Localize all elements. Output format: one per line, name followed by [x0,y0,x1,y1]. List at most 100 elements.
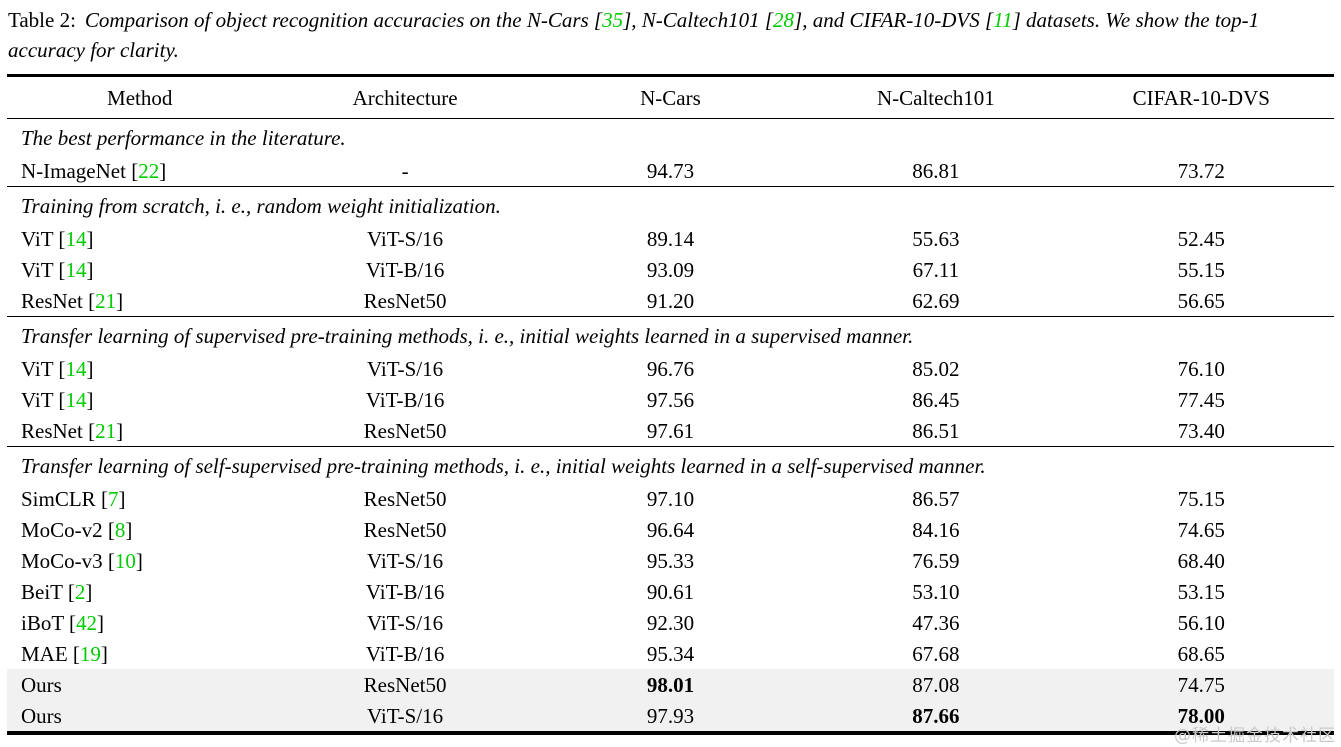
method-name: Ours [21,672,62,697]
architecture-cell: ResNet50 [272,669,538,700]
architecture-cell: ResNet50 [363,288,447,313]
method-cell: MoCo-v3 [10] [7,545,272,576]
method-cell: iBoT [42] [7,607,272,638]
table-row: N-ImageNet [22] - 94.73 86.81 73.72 [7,155,1334,187]
value-n-caltech101: 87.08 [803,669,1069,700]
method-cell: ResNet [21] [7,285,272,317]
value-n-caltech101: 55.63 [912,226,960,251]
citation-close-bracket: ] [86,387,94,412]
citation-close-bracket: ] [85,579,93,604]
value-cifar-10-dvs: 68.65 [1177,641,1225,666]
architecture-cell: ViT-S/16 [367,226,444,251]
table-row: MoCo-v2 [8] ResNet50 96.64 84.16 74.65 [7,514,1334,545]
method-cell: ViT [14] [7,223,272,254]
method-citation[interactable]: 7 [107,486,119,511]
method-citation[interactable]: 14 [65,387,87,412]
method-citation[interactable]: 14 [65,226,87,251]
caption-text-segment: ] datasets. We show the top-1 accuracy f… [8,8,1260,62]
architecture-cell: ViT-B/16 [365,257,445,282]
section-title: Training from scratch, i. e., random wei… [7,186,1334,223]
table-body: The best performance in the literature. N… [7,118,1334,733]
method-name: ViT [ [21,226,66,251]
section-title: The best performance in the literature. [7,118,1334,155]
citation-close-bracket: ] [86,226,94,251]
value-cifar-10-dvs: 52.45 [1177,226,1225,251]
method-citation[interactable]: 22 [138,158,160,183]
method-name: N-ImageNet [ [21,158,139,183]
value-cifar-10-dvs: 55.15 [1177,257,1225,282]
citation-close-bracket: ] [135,548,143,573]
column-header-architecture: Architecture [272,75,538,119]
value-cifar-10-dvs: 53.15 [1177,579,1225,604]
method-name: SimCLR [ [21,486,108,511]
table-row: SimCLR [7] ResNet50 97.10 86.57 75.15 [7,483,1334,514]
caption-citation[interactable]: 11 [993,8,1013,32]
value-n-cars: 95.34 [646,641,695,666]
architecture-cell: ResNet50 [363,418,447,443]
results-table: Method Architecture N-Cars N-Caltech101 CIFA… [7,74,1334,735]
caption-text-segment: Comparison of object recognition accurac… [84,8,603,32]
value-n-caltech101: 47.36 [912,610,960,635]
value-n-cars: 95.33 [646,548,695,573]
value-cifar-10-dvs: 78.00 [1068,700,1334,733]
architecture-cell: ViT-S/16 [367,610,444,635]
method-cell: ResNet [21] [7,415,272,447]
method-citation[interactable]: 19 [79,641,101,666]
value-n-cars: 97.93 [537,700,804,733]
method-citation[interactable]: 21 [95,418,117,443]
caption-citation[interactable]: 28 [773,8,795,32]
method-name: MoCo-v2 [ [21,517,115,542]
value-n-caltech101: 67.68 [912,641,960,666]
method-cell: ViT [14] [7,254,272,285]
method-name: ResNet [ [21,288,96,313]
method-cell: Ours [7,669,273,700]
table-row: ViT [14] ViT-S/16 89.14 55.63 52.45 [7,223,1334,254]
value-n-caltech101: 84.16 [912,517,960,542]
architecture-cell: - [401,158,409,183]
value-n-caltech101: 67.11 [912,257,960,282]
value-n-caltech101: 53.10 [912,579,960,604]
value-cifar-10-dvs: 76.10 [1177,356,1225,381]
column-header-method: Method [7,75,273,119]
method-cell: MoCo-v2 [8] [7,514,272,545]
table-caption: Table 2: Comparison of object recognition… [0,0,1341,65]
citation-close-bracket: ] [97,610,105,635]
method-citation[interactable]: 8 [114,517,126,542]
method-citation[interactable]: 2 [74,579,86,604]
value-n-cars: 90.61 [646,579,695,604]
caption-citation[interactable]: 35 [602,8,624,32]
value-n-caltech101: 86.81 [912,158,960,183]
method-citation[interactable]: 10 [114,548,136,573]
citation-close-bracket: ] [100,641,108,666]
method-name: MAE [ [21,641,80,666]
value-n-cars: 96.76 [646,356,695,381]
value-n-caltech101: 76.59 [912,548,960,573]
value-n-cars: 92.30 [646,610,695,635]
value-n-caltech101: 86.51 [912,418,960,443]
value-cifar-10-dvs: 77.45 [1177,387,1225,412]
method-citation[interactable]: 14 [65,356,87,381]
method-citation[interactable]: 42 [76,610,98,635]
caption-text-segment: ], N-Caltech101 [ [623,8,774,32]
method-citation[interactable]: 14 [65,257,87,282]
value-cifar-10-dvs: 68.40 [1177,548,1225,573]
value-cifar-10-dvs: 74.65 [1177,517,1225,542]
value-n-cars: 93.09 [646,257,695,282]
method-citation[interactable]: 21 [95,288,117,313]
architecture-cell: ResNet50 [363,486,447,511]
value-n-cars: 97.10 [646,486,695,511]
citation-close-bracket: ] [118,486,126,511]
method-cell: Ours [7,700,273,733]
column-header-n-cars: N-Cars [537,75,804,119]
table-row: ViT [14] ViT-B/16 93.09 67.11 55.15 [7,254,1334,285]
table-row: Ours ViT-S/16 97.93 87.66 78.00 [7,700,1334,733]
header-row: Method Architecture N-Cars N-Caltech101 CIFA… [7,75,1334,119]
method-name: iBoT [ [21,610,77,635]
architecture-cell: ViT-B/16 [365,641,445,666]
citation-close-bracket: ] [86,356,94,381]
watermark: @稀土掘金技术社区 [1174,726,1336,746]
section-title-row: The best performance in the literature. [7,118,1334,155]
value-n-cars: 97.56 [646,387,695,412]
method-name: MoCo-v3 [ [21,548,115,573]
citation-close-bracket: ] [125,517,133,542]
